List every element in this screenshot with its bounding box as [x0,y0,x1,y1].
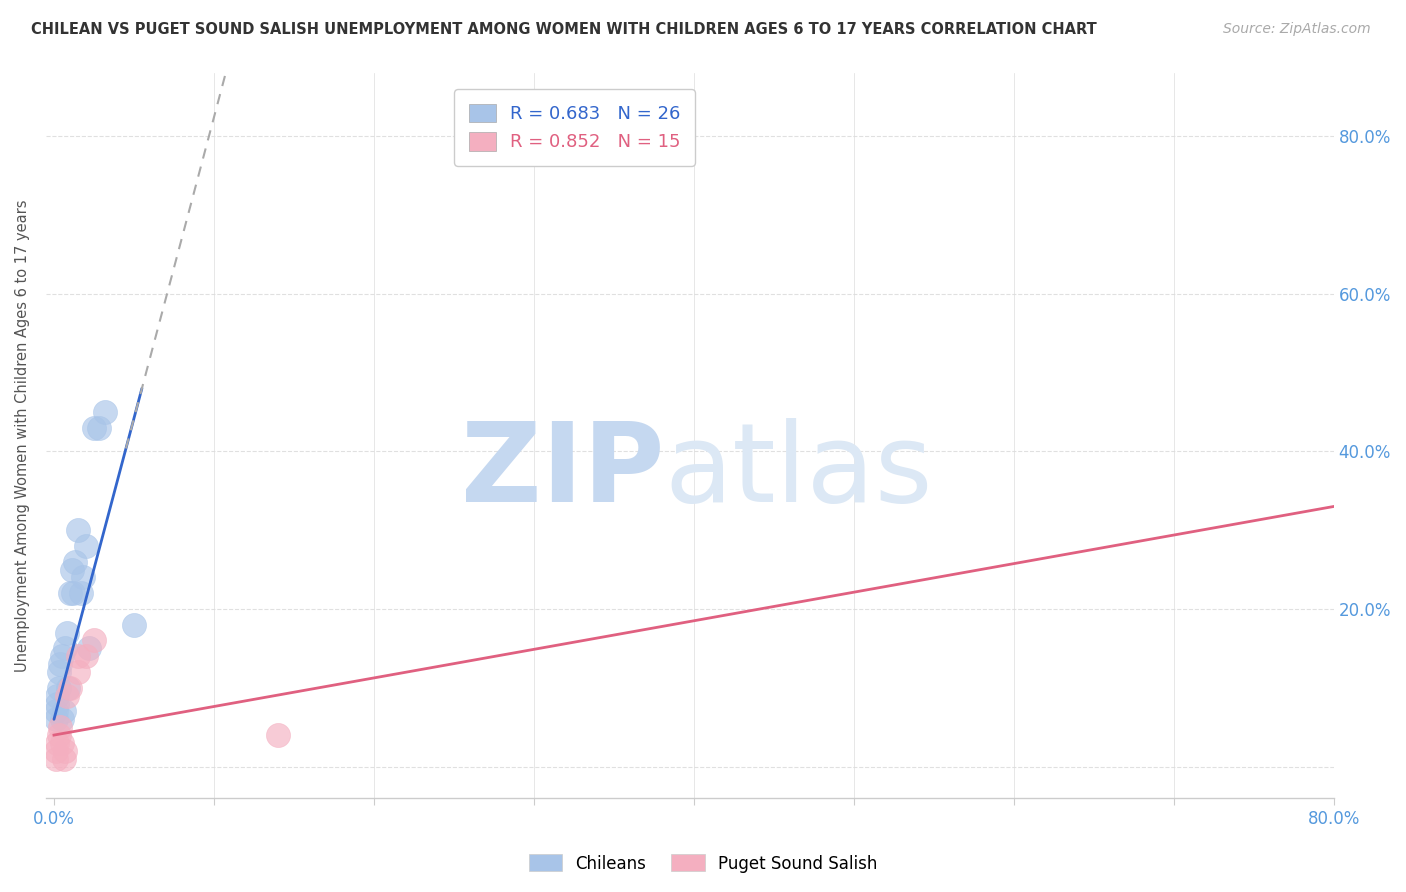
Point [83,420,105,434]
Point [55,689,77,703]
Point [58,681,80,695]
Point [77,641,100,656]
Point [49,720,72,734]
Text: Source: ZipAtlas.com: Source: ZipAtlas.com [1223,22,1371,37]
Point [59,586,82,600]
Point [53,744,76,758]
Point [70,586,93,600]
Text: CHILEAN VS PUGET SOUND SALISH UNEMPLOYMENT AMONG WOMEN WITH CHILDREN AGES 6 TO 1: CHILEAN VS PUGET SOUND SALISH UNEMPLOYME… [31,22,1097,37]
Legend: Chileans, Puget Sound Salish: Chileans, Puget Sound Salish [522,847,884,880]
Point [51,712,73,726]
Point [51,736,73,750]
Point [66,649,89,664]
Point [55,625,77,640]
Point [46,736,69,750]
Point [52,752,75,766]
Point [75,539,97,553]
Point [49,657,72,672]
Point [46,697,69,711]
Point [83,633,105,648]
Point [66,665,89,679]
Point [94,405,117,419]
Legend: R = 0.683   N = 26, R = 0.852   N = 15: R = 0.683 N = 26, R = 0.852 N = 15 [454,89,695,166]
Point [48,681,70,695]
Text: atlas: atlas [664,418,932,525]
Point [45,752,67,766]
Point [122,617,145,632]
Text: ZIP: ZIP [461,418,664,525]
Point [62,586,84,600]
Point [87,420,110,434]
Point [45,712,67,726]
Point [52,705,75,719]
Point [75,649,97,664]
Point [48,728,70,742]
Point [45,705,67,719]
Point [48,665,70,679]
Point [66,523,89,537]
Point [51,649,73,664]
Point [46,689,69,703]
Point [63,555,86,569]
Point [45,744,67,758]
Point [53,641,76,656]
Y-axis label: Unemployment Among Women with Children Ages 6 to 17 years: Unemployment Among Women with Children A… [15,199,30,672]
Point [60,563,83,577]
Point [72,570,94,584]
Point [59,681,82,695]
Point [267,728,290,742]
